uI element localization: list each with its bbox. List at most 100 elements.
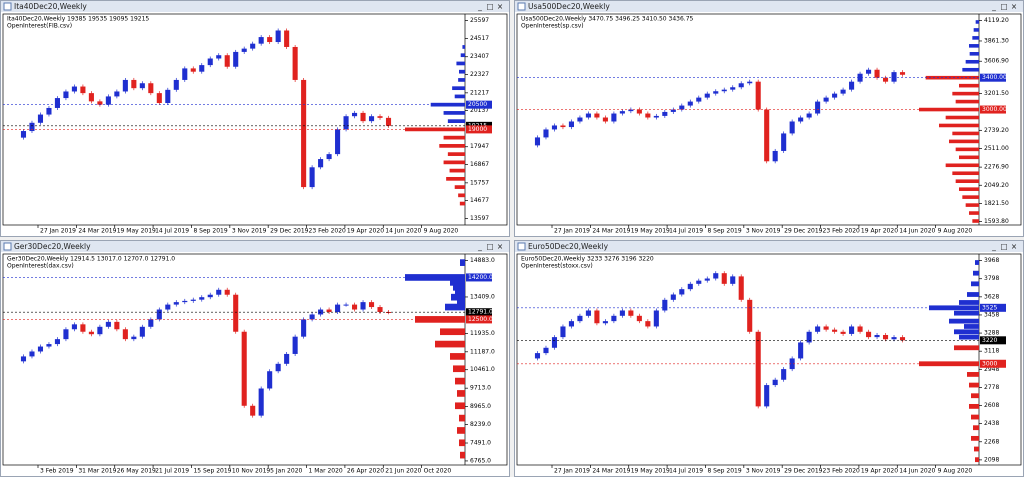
candle	[292, 336, 298, 354]
candle	[857, 73, 863, 82]
y-tick-label: 3606.90	[984, 58, 1009, 65]
x-tick-label: 24 Mar 2019	[592, 468, 630, 475]
x-tick-label: 3 Nov 2019	[746, 228, 781, 235]
window-button[interactable]: _	[477, 2, 482, 11]
candle	[267, 371, 273, 389]
window-button[interactable]: □	[486, 242, 493, 251]
y-tick-label: 11935.0	[470, 330, 495, 337]
x-tick-label: 29 Dec 2019	[784, 468, 823, 475]
candle	[343, 304, 349, 306]
open-interest-bar	[959, 334, 979, 340]
x-tick-label: 1 Mar 2020	[309, 468, 343, 475]
window-button[interactable]: ×	[1011, 242, 1017, 251]
candle	[275, 30, 281, 43]
level-label: 3000	[982, 360, 997, 367]
candle	[585, 113, 591, 118]
candle	[534, 137, 541, 146]
candle	[764, 385, 770, 407]
open-interest-bar	[971, 393, 979, 399]
level-label: 20500	[468, 101, 487, 108]
candle	[335, 129, 341, 155]
window-button[interactable]: ×	[497, 2, 503, 11]
candle	[54, 98, 60, 108]
level-label-box	[466, 125, 492, 134]
candle	[849, 326, 855, 334]
window-button[interactable]: □	[486, 2, 493, 11]
candle	[80, 86, 86, 94]
candle	[611, 315, 617, 322]
candle	[704, 278, 710, 281]
candle	[653, 310, 659, 327]
window-button[interactable]: □	[1000, 242, 1007, 251]
window-button[interactable]: □	[1000, 2, 1007, 11]
window-title: Euro50Dec20,Weekly	[528, 242, 609, 251]
x-tick-label: 14 Jun 2020	[385, 228, 421, 235]
candle	[97, 101, 103, 105]
x-tick-label: 15 Sep 2019	[193, 468, 231, 475]
open-interest-bar	[952, 91, 979, 96]
open-interest-bar	[955, 147, 979, 152]
window-button[interactable]: _	[991, 242, 996, 251]
open-interest-bar	[964, 324, 979, 329]
candle	[755, 81, 761, 110]
open-interest-bar	[959, 155, 979, 160]
candle	[190, 68, 196, 72]
open-interest-bar	[965, 59, 979, 64]
level-label: 12500.0	[468, 316, 493, 323]
open-interest-bar	[439, 144, 465, 148]
x-tick-label: 24 Mar 2019	[592, 228, 630, 235]
candle	[258, 388, 264, 416]
level-label: 19000	[468, 126, 487, 133]
open-interest-bar	[459, 414, 465, 422]
x-tick-label: 5 Jan 2020	[270, 468, 302, 475]
candle	[80, 324, 86, 332]
y-tick-label: 2778	[984, 384, 999, 391]
candle	[840, 89, 846, 94]
candle	[377, 116, 383, 118]
candle	[352, 112, 358, 117]
candle	[568, 121, 574, 128]
candle	[619, 310, 625, 316]
candle	[301, 319, 307, 337]
candle	[721, 273, 727, 284]
candle	[551, 337, 558, 348]
window-icon	[3, 242, 12, 251]
level-label: 3400.00	[982, 74, 1007, 81]
open-interest-bar	[452, 86, 465, 91]
level-label-box	[466, 100, 492, 109]
open-interest-bar	[969, 44, 979, 48]
open-interest-bar	[969, 403, 979, 409]
candle	[849, 81, 855, 90]
window-title: Ita40Dec20,Weekly	[14, 2, 87, 11]
candle	[368, 302, 375, 308]
candle	[704, 93, 710, 98]
level-label: 14200.0	[468, 274, 493, 281]
candle	[721, 89, 727, 92]
window-button[interactable]: ×	[497, 242, 503, 251]
y-tick-label: 16867	[470, 161, 489, 168]
candle	[696, 280, 702, 284]
y-tick-label: 2276.90	[984, 164, 1009, 171]
y-tick-label: 15757	[470, 179, 489, 186]
open-interest-bar	[973, 425, 979, 431]
open-interest-bar	[949, 139, 979, 144]
candle	[63, 91, 69, 99]
window-button[interactable]: _	[991, 2, 996, 11]
open-interest-bar	[443, 111, 465, 115]
candle	[823, 97, 829, 102]
candle	[577, 315, 583, 322]
candle	[747, 81, 753, 84]
candle	[611, 113, 617, 122]
open-interest-bar	[939, 123, 979, 128]
candle	[696, 97, 702, 102]
window-button[interactable]: ×	[1011, 2, 1017, 11]
open-interest-bar	[455, 288, 465, 296]
chart-window: Ger30Dec20,Weekly _ □ × Ger30Dec20,Weekly 12…	[0, 240, 510, 477]
candle	[105, 321, 111, 327]
open-interest-bar	[457, 298, 465, 306]
candle	[619, 111, 625, 114]
x-tick-label: Oct 2020	[424, 468, 452, 475]
window-button[interactable]: _	[477, 242, 482, 251]
open-interest-bar	[451, 293, 465, 301]
candle	[730, 276, 736, 284]
